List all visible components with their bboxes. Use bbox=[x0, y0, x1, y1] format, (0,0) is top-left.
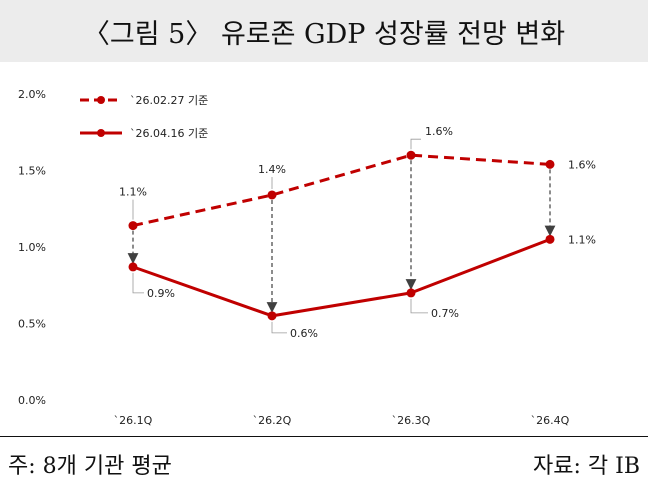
series-line-apr bbox=[132, 237, 551, 318]
legend-marker bbox=[97, 129, 105, 137]
legend-label-feb: `26.02.27 기준 bbox=[130, 94, 208, 107]
data-label-feb: 1.6% bbox=[568, 158, 596, 171]
y-tick-label: 1.5% bbox=[18, 165, 46, 178]
series-line-feb bbox=[132, 153, 551, 228]
footer-divider bbox=[0, 436, 648, 437]
data-point-feb bbox=[545, 159, 555, 169]
label-leader bbox=[132, 272, 144, 294]
data-label-feb: 1.4% bbox=[258, 163, 286, 176]
legend-marker bbox=[97, 96, 105, 104]
label-leader bbox=[410, 138, 421, 150]
data-point-apr bbox=[267, 311, 277, 321]
x-tick-label: `26.3Q bbox=[392, 414, 431, 427]
data-point-apr bbox=[128, 262, 138, 272]
source-note: 자료: 각 IB bbox=[533, 454, 640, 479]
data-point-feb bbox=[267, 190, 277, 200]
data-label-apr: 0.9% bbox=[147, 287, 175, 300]
data-point-apr bbox=[406, 288, 416, 298]
data-label-apr: 1.1% bbox=[568, 233, 596, 246]
y-tick-label: 1.0% bbox=[18, 241, 46, 254]
y-tick-label: 2.0% bbox=[18, 88, 46, 101]
x-tick-label: `26.4Q bbox=[531, 414, 570, 427]
data-point-apr bbox=[545, 234, 555, 244]
line-chart: 0.0% 0.5% 1.0% 1.5% 2.0% `26.1Q `26.2Q `26.3Q `… bbox=[18, 88, 596, 427]
y-tick-label: 0.0% bbox=[18, 394, 46, 407]
data-label-feb: 1.1% bbox=[119, 186, 147, 199]
chart-area: 0.0% 0.5% 1.0% 1.5% 2.0% `26.1Q `26.2Q `26.3Q `… bbox=[0, 62, 648, 436]
y-tick-label: 0.5% bbox=[18, 318, 46, 331]
x-tick-label: `26.1Q bbox=[114, 414, 153, 427]
figure-title: 〈그림 5〉 유로존 GDP 성장률 전망 변화 bbox=[0, 0, 648, 62]
data-point-feb bbox=[128, 221, 138, 231]
data-label-feb: 1.6% bbox=[425, 125, 453, 138]
footer: 주: 8개 기관 평균 자료: 각 IB bbox=[0, 438, 648, 491]
data-label-apr: 0.7% bbox=[431, 307, 459, 320]
legend-label-apr: `26.04.16 기준 bbox=[130, 127, 208, 140]
footnote: 주: 8개 기관 평균 bbox=[8, 454, 172, 479]
label-leader bbox=[271, 321, 287, 334]
data-point-feb bbox=[406, 150, 416, 160]
label-leader bbox=[410, 298, 428, 314]
x-tick-label: `26.2Q bbox=[253, 414, 292, 427]
data-label-apr: 0.6% bbox=[290, 327, 318, 340]
